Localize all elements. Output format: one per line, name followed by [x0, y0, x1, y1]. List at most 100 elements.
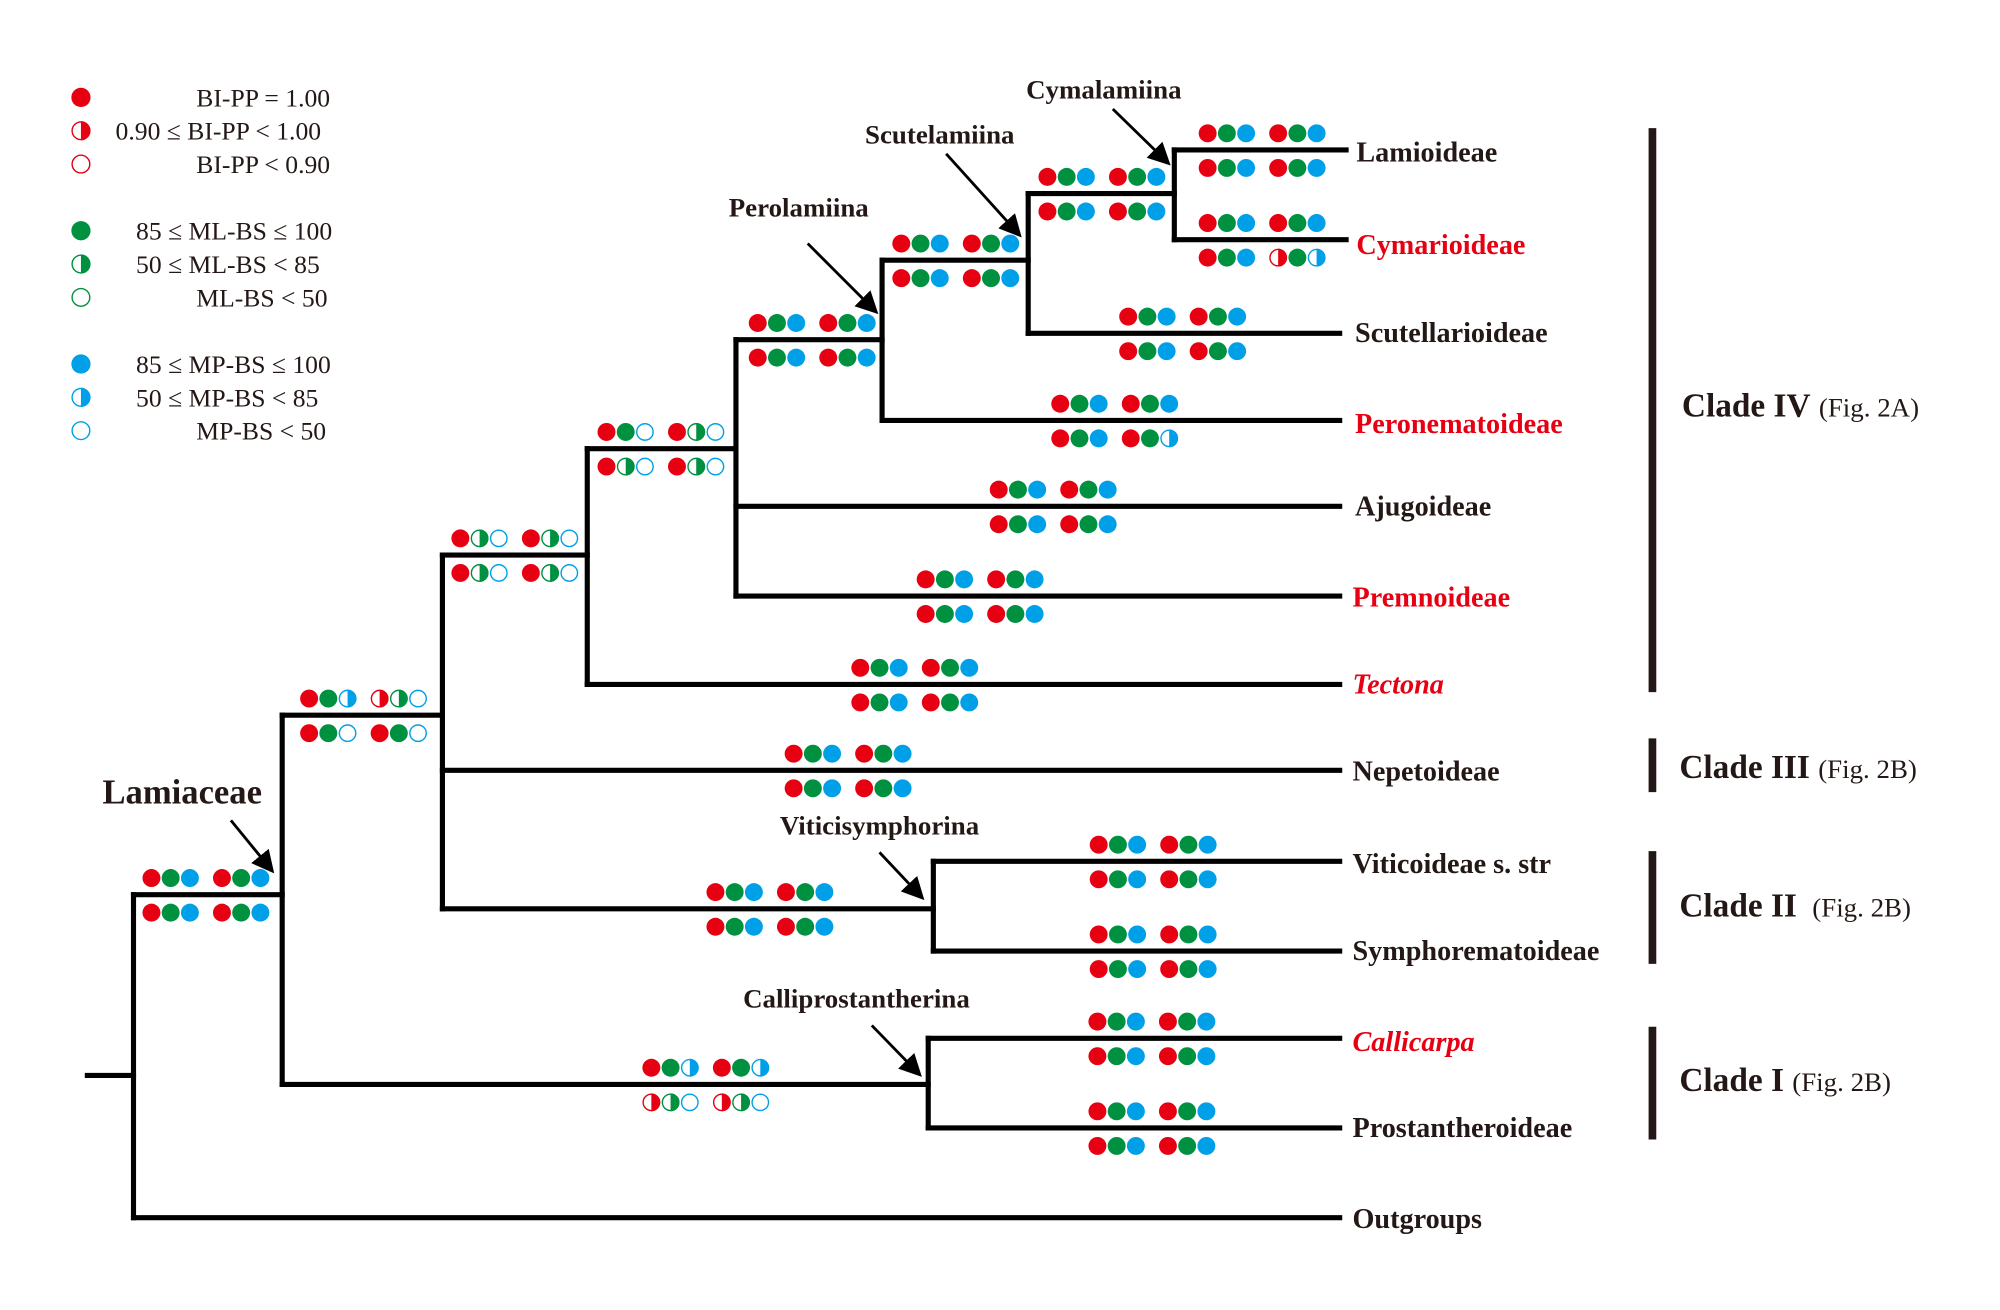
support-circle-ml-full: [616, 422, 635, 441]
support-circle-ml-full: [1057, 167, 1076, 186]
support-circle-mp-full: [1128, 960, 1147, 979]
support-circle-mp-full: [787, 348, 806, 367]
support-circle-bi-full: [1060, 515, 1079, 534]
support-circle-ml-half: [470, 529, 489, 548]
legend-item: 50 ≤ ML-BS < 85: [71, 250, 320, 279]
taxon-tectona: Tectona: [1352, 669, 1443, 700]
support-circle-ml-half: [541, 529, 560, 548]
support-circle-bi-full: [784, 779, 803, 798]
support-circle-bi-full: [916, 605, 935, 623]
support-circle-ml-full: [232, 903, 251, 922]
support-circle-ml-full: [1179, 960, 1198, 979]
support-circle-bi-full: [1051, 429, 1070, 448]
support-circle-mp-empty: [560, 529, 579, 548]
support-circle-bi-full: [776, 917, 795, 936]
clade-iv-label: Clade IV (Fig. 2A): [1682, 388, 1919, 425]
support-circle-mp-full: [251, 869, 270, 888]
support-circle-ml-full: [1217, 248, 1236, 267]
support-circle-mp-empty: [680, 1093, 699, 1112]
support-circle-bi-full: [1060, 480, 1079, 499]
support-circle-mp-empty: [751, 1093, 770, 1112]
legend-label: 0.90 ≤ BI-PP < 1.00: [116, 117, 322, 146]
clade-name: Clade IV: [1682, 388, 1811, 425]
support-circle-bi-full: [855, 744, 874, 763]
support-circle-mp-full: [1128, 870, 1147, 889]
legend-item: 50 ≤ MP-BS < 85: [71, 383, 318, 412]
node-support: [916, 570, 1044, 623]
node-support: [892, 234, 1020, 288]
node-support: [1198, 124, 1326, 177]
arrow-icon: [945, 152, 1022, 238]
support-circle-mp-full: [930, 234, 949, 253]
support-circle-bi-full: [1158, 1047, 1177, 1066]
legend-item: 0.90 ≤ BI-PP < 1.00: [71, 117, 322, 146]
node-label-scutelamiina: Scutelamiina: [865, 120, 1015, 150]
support-circle-mp-full: [1198, 835, 1217, 854]
support-circle-mp-full: [1128, 835, 1147, 854]
support-circle-ml-full: [803, 744, 822, 763]
support-circle-bi-full: [748, 348, 767, 367]
legend-item: ML-BS < 50: [71, 283, 328, 312]
support-circle-ml-full: [725, 917, 744, 936]
support-circle-ml-full: [1128, 202, 1147, 221]
arrow-icon: [1111, 107, 1171, 166]
support-circle-mp-full: [1001, 269, 1020, 288]
support-circle-ml-full: [1107, 1012, 1126, 1031]
legend-item: BI-PP < 0.90: [71, 150, 330, 179]
support-circle-bi-full: [962, 269, 981, 288]
support-circle-bi-full: [1088, 1047, 1107, 1066]
clade-name: Clade III: [1679, 749, 1810, 786]
node-label-calliprostantherina: Calliprostantherina: [743, 983, 970, 1013]
support-circle-ml-full: [1179, 870, 1198, 889]
legend-item: 85 ≤ ML-BS ≤ 100: [71, 217, 332, 246]
support-circle-ml-full: [1070, 394, 1089, 413]
support-circle-mp-full: [1198, 870, 1217, 889]
support-circle-ml-full: [1008, 480, 1027, 499]
legend-label: ML-BS < 50: [196, 283, 327, 312]
support-circle-mp-full: [1228, 342, 1247, 361]
support-circle-mp-full: [1025, 570, 1044, 589]
clade-name: Clade I: [1679, 1062, 1784, 1099]
taxon-symphorematoideae: Symphorematoideae: [1352, 936, 1599, 967]
node-support: [1198, 214, 1326, 267]
support-circle-bi-full: [1198, 158, 1217, 177]
support-circle-ml-full: [1179, 925, 1198, 944]
support-circle-mp-full: [71, 354, 91, 374]
support-circle-ml-full: [389, 724, 408, 743]
support-circle-bi-full: [712, 1058, 731, 1077]
support-circle-ml-full: [1008, 515, 1027, 534]
support-circle-ml-full: [319, 724, 338, 743]
taxon-lamioideae: Lamioideae: [1356, 138, 1497, 169]
clade-name: Clade II: [1679, 887, 1797, 924]
legend-label: 85 ≤ MP-BS ≤ 100: [136, 350, 331, 379]
node-arrows: [229, 107, 1171, 1077]
support-circle-mp-full: [960, 658, 979, 677]
support-circle-mp-full: [1076, 167, 1095, 186]
support-circle-ml-full: [982, 234, 1000, 253]
support-circle-ml-full: [767, 314, 786, 332]
support-circle-ml-full: [1138, 307, 1157, 326]
support-circle-mp-full: [1076, 202, 1095, 221]
support-circle-bi-half: [71, 121, 91, 141]
support-circle-ml-full: [1108, 835, 1127, 854]
support-circle-ml-full: [1288, 248, 1307, 267]
support-circle-mp-full: [1237, 158, 1256, 177]
support-circle-bi-half: [642, 1093, 661, 1112]
taxon-scutellarioideae: Scutellarioideae: [1355, 318, 1548, 349]
support-circle-ml-full: [874, 744, 893, 763]
support-circle-ml-full: [935, 570, 954, 589]
support-circle-bi-full: [71, 87, 91, 108]
node-support: [748, 314, 876, 367]
support-circle-bi-full: [451, 563, 470, 582]
clade-ii-label: Clade II (Fig. 2B): [1679, 887, 1911, 924]
taxon-callicarpa: Callicarpa: [1352, 1027, 1474, 1058]
support-circle-ml-full: [1079, 480, 1098, 499]
support-circle-ml-full: [71, 221, 91, 241]
support-circle-ml-full: [911, 269, 930, 288]
support-circle-ml-full: [1288, 158, 1307, 177]
support-circle-mp-full: [1157, 342, 1176, 361]
support-circle-bi-full: [1198, 124, 1217, 143]
taxon-cymarioideae: Cymarioideae: [1356, 230, 1525, 261]
support-circle-bi-full: [212, 869, 231, 888]
